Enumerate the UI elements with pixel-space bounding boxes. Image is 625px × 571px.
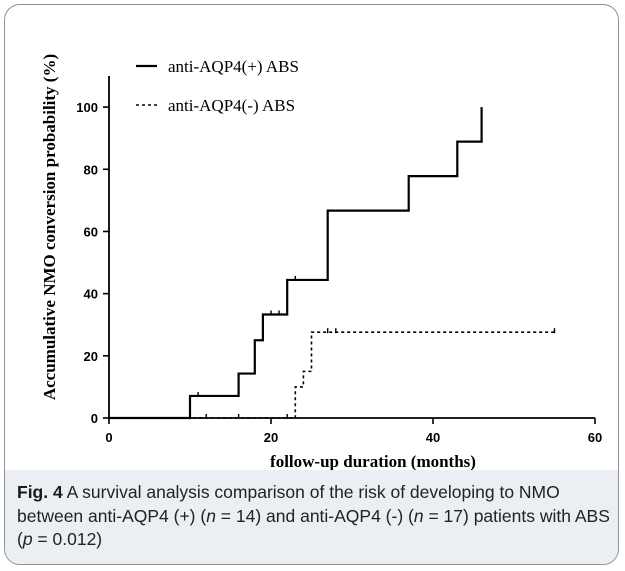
legend-label-negative: anti-AQP4(-) ABS [168, 96, 295, 115]
legend: anti-AQP4(+) ABS anti-AQP4(-) ABS [136, 57, 299, 115]
y-tick-label: 40 [84, 287, 98, 302]
caption-text-1: A survival analysis comparison of the ri… [17, 482, 560, 526]
caption-n1-var: n [206, 505, 216, 526]
x-tick-label: 40 [426, 430, 440, 445]
caption-text-3: = 17) patients with ABS ( [17, 505, 610, 550]
y-axis-label: Accumulative NMO conversion probability … [40, 54, 59, 400]
figure-frame: 0 20 40 60 80 100 0 20 40 60 anti-AQP4(+) ABS ant… [4, 4, 619, 565]
km-chart: 0 20 40 60 80 100 0 20 40 60 anti-AQP4(+) ABS ant… [40, 54, 602, 471]
legend-label-positive: anti-AQP4(+) ABS [168, 57, 299, 76]
y-tick-label: 100 [76, 100, 98, 115]
caption-background [5, 470, 618, 564]
y-tick-label: 80 [84, 162, 98, 177]
series-layer [109, 107, 556, 420]
caption-n2-var: n [413, 505, 424, 526]
y-tick-label: 60 [84, 224, 98, 239]
figure-caption: Fig. 4 A survival analysis comparison of… [17, 481, 613, 552]
x-axis-label: follow-up duration (months) [270, 452, 476, 471]
y-tick-label: 20 [84, 349, 98, 364]
km-curve-negative [109, 331, 555, 419]
axes: 0 20 40 60 80 100 0 20 40 60 [76, 76, 602, 445]
caption-text-4: = 0.012) [32, 529, 103, 549]
x-tick-label: 0 [105, 430, 112, 445]
km-curve-positive [109, 107, 483, 420]
caption-text-2: = 14) and anti-AQP4 (-) ( [215, 505, 414, 526]
figure-label: Fig. 4 [17, 482, 63, 502]
y-tick-label: 0 [91, 411, 98, 426]
x-tick-label: 60 [588, 430, 602, 445]
caption-p-var: p [22, 529, 33, 549]
x-tick-label: 20 [264, 430, 278, 445]
